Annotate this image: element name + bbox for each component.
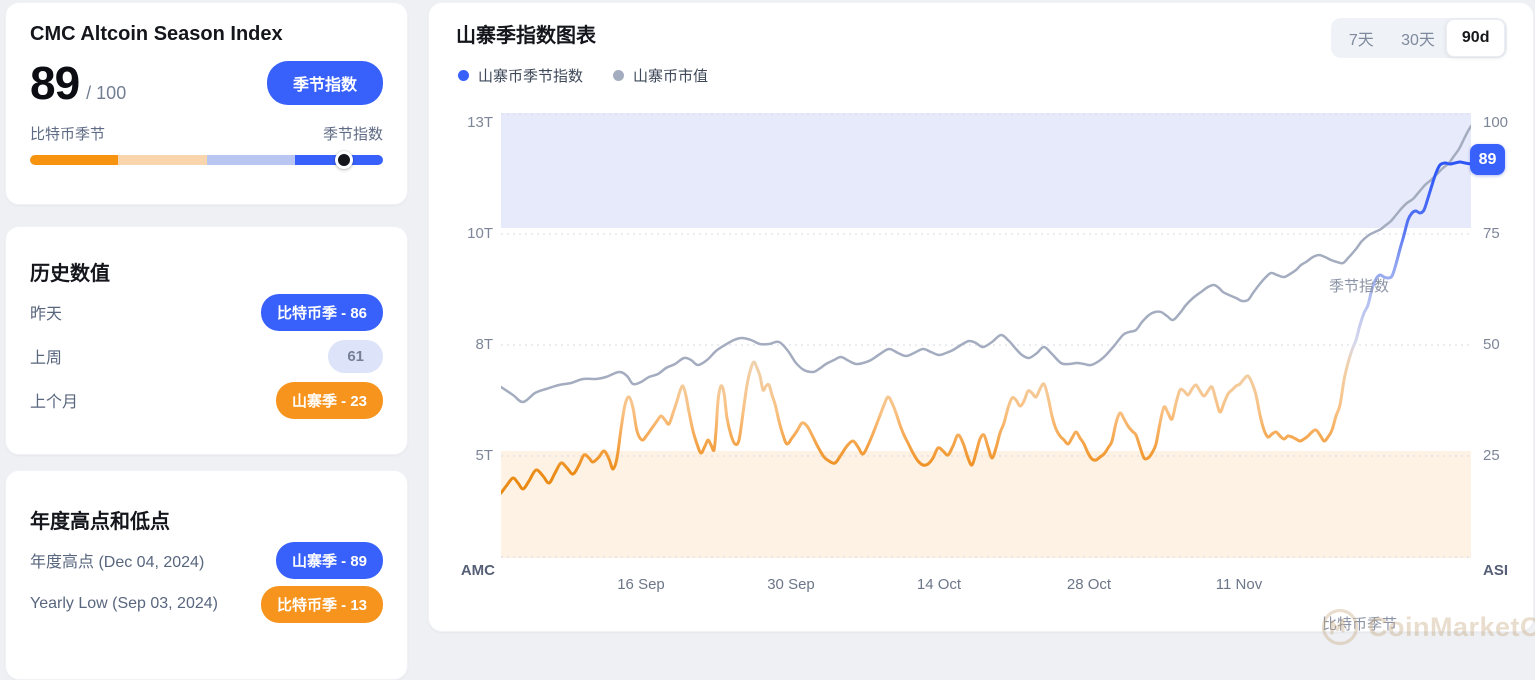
current-index-badge: 89 — [1470, 144, 1505, 175]
legend-item-market-cap[interactable]: 山寨币市值 — [613, 65, 708, 86]
axis-tick-label: 28 Oct — [1066, 576, 1112, 593]
chart-title: 山寨季指数图表 — [456, 25, 596, 47]
season-index-knob — [335, 151, 354, 169]
axis-tick-label: 100 — [1483, 114, 1509, 131]
bitcoin-season-label: 比特币季节 — [30, 126, 106, 143]
history-row-yesterday: 昨天 比特币季 - 86 — [6, 293, 407, 331]
row-label: 年度高点 (Dec 04, 2024) — [30, 554, 205, 571]
row-label: 上个月 — [30, 394, 79, 411]
axis-tick-label: 8T — [475, 336, 493, 353]
time-range-switcher: 7天 30天 90d — [1331, 18, 1507, 58]
row-label: 上周 — [30, 350, 63, 367]
history-row-last-week: 上周 61 — [6, 338, 407, 374]
axis-tick-label: 16 Sep — [617, 576, 665, 593]
legend-item-season-index[interactable]: 山寨币季节指数 — [458, 65, 583, 86]
season-index-line — [501, 160, 1471, 495]
historical-values-card: 历史数值 昨天 比特币季 - 86 上周 61 上个月 山寨季 - 23 — [5, 226, 408, 455]
chart-legend: 山寨币季节指数 山寨币市值 — [458, 65, 708, 86]
yearly-high-low-card: 年度高点和低点 年度高点 (Dec 04, 2024) 山寨季 - 89 Yea… — [5, 470, 408, 680]
axis-tick-label: 25 — [1483, 447, 1500, 464]
season-index-label: 季节指数 — [322, 126, 383, 143]
legend-label: 山寨币季节指数 — [478, 68, 584, 85]
range-button-90d[interactable]: 90d — [1446, 19, 1506, 57]
altcoin-season-index-card: CMC Altcoin Season Index 89 / 100 季节指数 比… — [5, 2, 408, 205]
season-bar-labels: 比特币季节 季节指数 — [6, 110, 407, 144]
score-row: 89 / 100 季节指数 — [6, 46, 407, 110]
y-axis-right: 100 75 50 25 — [1481, 113, 1535, 558]
legend-label: 山寨币市值 — [633, 68, 709, 85]
legend-dot-gray — [613, 70, 625, 81]
axis-tick-label: 11 Nov — [1215, 576, 1263, 593]
status-badge: 山寨季 - 89 — [275, 541, 383, 579]
y-axis-left: 13T 10T 8T 5T — [429, 113, 493, 558]
watermark-text: CoinMarketCap — [1368, 611, 1535, 642]
right-axis-name: ASI — [1483, 562, 1509, 579]
range-button-7d[interactable]: 7天 — [1348, 32, 1374, 49]
row-label: 昨天 — [30, 306, 63, 323]
axis-tick-label: 30 Sep — [767, 576, 815, 593]
axis-tick-label: 14 Oct — [916, 576, 962, 593]
coinmarketcap-watermark: CoinMarketCap — [1320, 607, 1535, 647]
chart-plot-area[interactable]: 季节指数 比特币季节 CoinMarketCap — [501, 113, 1535, 646]
axis-tick-label: 50 — [1483, 336, 1500, 353]
status-badge: 比特币季 - 86 — [260, 293, 383, 331]
axis-tick-label: 13T — [467, 114, 493, 131]
bitcoin-season-band — [501, 451, 1471, 558]
left-axis-name: AMC — [460, 562, 495, 579]
coinmarketcap-logo-icon — [1321, 608, 1359, 646]
status-badge: 山寨季 - 23 — [275, 381, 383, 419]
index-score-value: 89 — [30, 57, 80, 109]
season-progress-bar — [30, 151, 383, 169]
legend-dot-blue — [458, 70, 469, 81]
bitcoin-season-zone-label: 比特币季节 — [1321, 616, 1397, 633]
yearly-high-row: 年度高点 (Dec 04, 2024) 山寨季 - 89 — [6, 541, 407, 579]
history-card-title: 历史数值 — [30, 263, 110, 285]
history-row-last-month: 上个月 山寨季 - 23 — [6, 381, 407, 419]
score-group: 89 / 100 — [30, 56, 126, 110]
yearly-card-title: 年度高点和低点 — [30, 511, 170, 533]
season-index-pill: 季节指数 — [266, 61, 383, 105]
market-cap-line — [501, 124, 1471, 404]
index-card-title: CMC Altcoin Season Index — [30, 23, 283, 45]
yearly-low-row: Yearly Low (Sep 03, 2024) 比特币季 - 13 — [6, 585, 407, 623]
range-button-30d[interactable]: 30天 — [1401, 32, 1435, 49]
index-score-max: / 100 — [86, 83, 127, 103]
bar-segment-light-orange — [118, 155, 207, 165]
status-badge: 61 — [328, 339, 383, 373]
x-axis: 16 Sep 30 Sep 14 Oct 28 Oct 11 Nov — [501, 576, 1471, 596]
bar-segment-lavender — [206, 155, 295, 165]
bar-segment-bitcoin — [30, 155, 119, 165]
row-label: Yearly Low (Sep 03, 2024) — [30, 595, 218, 612]
altcoin-season-chart-card: 山寨季指数图表 山寨币季节指数 山寨币市值 7天 30天 90d 13T 10T 8… — [428, 2, 1535, 646]
axis-tick-label: 10T — [467, 225, 493, 242]
status-badge: 比特币季 - 13 — [260, 585, 383, 623]
altcoin-season-band — [501, 113, 1471, 228]
axis-tick-label: 5T — [475, 447, 493, 464]
season-index-line-label: 季节指数 — [1328, 278, 1389, 295]
season-index-chart-svg — [501, 113, 1471, 558]
axis-tick-label: 75 — [1483, 225, 1500, 242]
